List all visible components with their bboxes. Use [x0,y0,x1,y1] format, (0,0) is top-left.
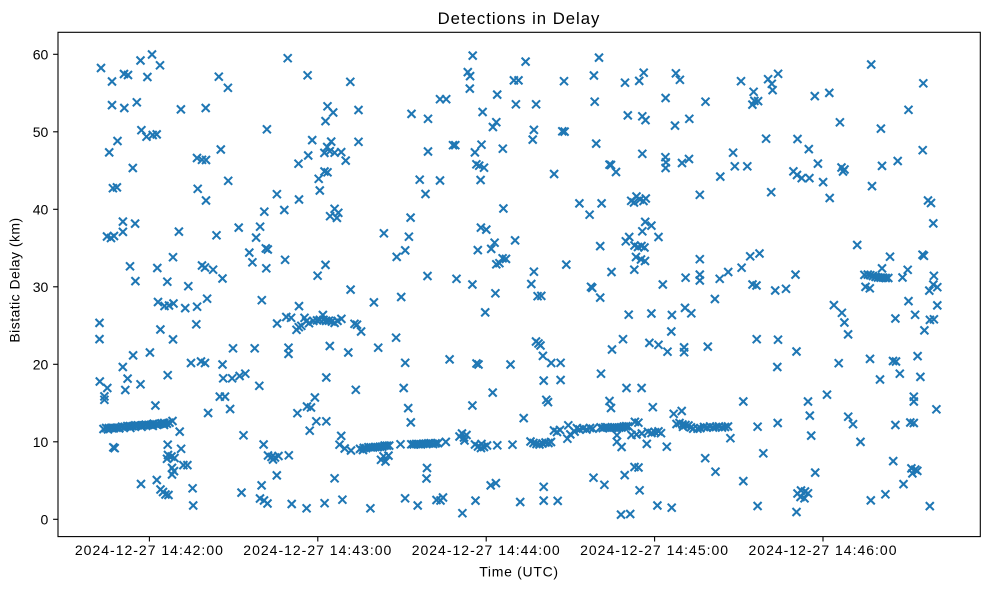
svg-text:0: 0 [41,511,49,527]
svg-text:60: 60 [33,46,49,62]
svg-text:Bistatic Delay (km): Bistatic Delay (km) [7,217,23,342]
svg-text:2024-12-27 14:46:00: 2024-12-27 14:46:00 [749,542,898,558]
svg-text:2024-12-27 14:45:00: 2024-12-27 14:45:00 [580,542,729,558]
svg-text:2024-12-27 14:42:00: 2024-12-27 14:42:00 [75,542,224,558]
svg-text:2024-12-27 14:43:00: 2024-12-27 14:43:00 [243,542,392,558]
svg-text:30: 30 [33,279,49,295]
svg-text:2024-12-27 14:44:00: 2024-12-27 14:44:00 [412,542,561,558]
svg-text:50: 50 [33,124,49,140]
svg-text:10: 10 [33,434,49,450]
svg-text:40: 40 [33,201,49,217]
svg-text:Time (UTC): Time (UTC) [479,564,559,580]
svg-text:20: 20 [33,356,49,372]
svg-text:Detections in Delay: Detections in Delay [438,9,601,28]
